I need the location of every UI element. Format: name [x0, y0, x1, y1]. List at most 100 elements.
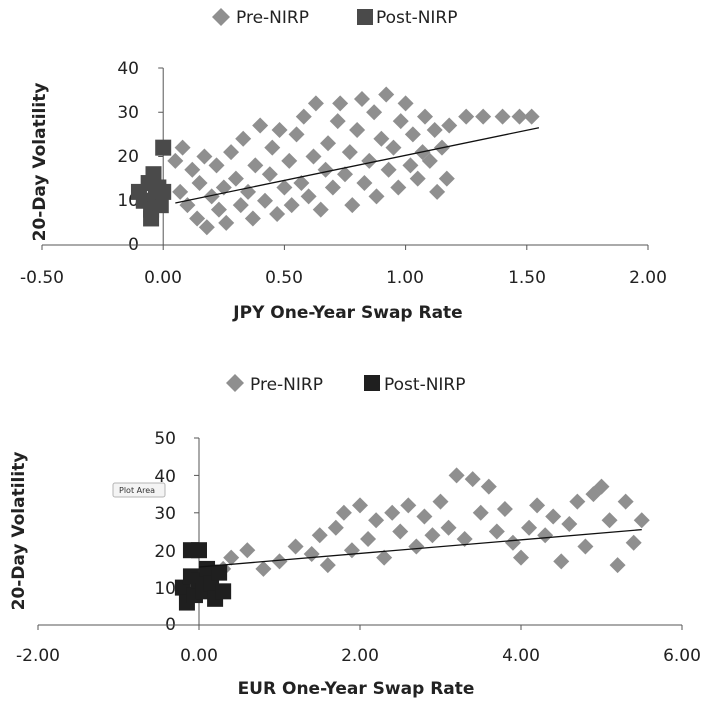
jpy-pre-nirp-point — [368, 188, 385, 205]
eur-pre-nirp-point — [352, 497, 368, 514]
eur-pre-nirp-point — [561, 516, 578, 533]
jpy-pre-nirp-point — [283, 197, 300, 214]
eur-pre-nirp-point — [545, 508, 562, 525]
jpy-y-tick-label: 30 — [117, 103, 139, 123]
jpy-pre-nirp-point — [341, 144, 358, 161]
jpy-post-nirp-point — [152, 197, 169, 214]
eur-pre-nirp-point — [376, 549, 393, 566]
jpy-pre-nirp-point — [404, 126, 421, 143]
eur-pre-nirp-point — [593, 478, 610, 495]
eur-pre-nirp-point — [392, 523, 409, 540]
jpy-y-axis-title: 20-Day Volatility — [30, 83, 50, 242]
jpy-pre-nirp-point — [329, 113, 346, 130]
eur-x-tick-labels: -2.00 0.00 2.00 4.00 6.00 — [16, 646, 701, 666]
eur-legend-pre-nirp-label: Pre-NIRP — [250, 375, 323, 395]
jpy-pre-nirp-point — [210, 201, 227, 218]
eur-pre-nirp-point — [496, 501, 513, 518]
eur-pre-nirp-point — [633, 512, 650, 529]
jpy-chart: Pre-NIRP Post-NIRP 20-Day Volatility JPY… — [20, 8, 667, 323]
eur-pre-nirp-point — [255, 560, 272, 577]
jpy-pre-nirp-point — [523, 108, 540, 125]
jpy-x-tick-label: 0.50 — [265, 268, 303, 288]
jpy-pre-nirp-point — [438, 170, 455, 187]
eur-pre-nirp-point — [319, 557, 336, 574]
eur-pre-nirp-point — [223, 549, 240, 566]
jpy-pre-nirp-point — [361, 152, 378, 169]
eur-pre-nirp-point — [311, 527, 328, 544]
eur-trendline — [198, 528, 642, 568]
jpy-pre-nirp-point — [380, 161, 397, 178]
jpy-pre-nirp-point — [235, 130, 252, 147]
jpy-legend-post-nirp-label: Post-NIRP — [376, 8, 458, 28]
jpy-pre-nirp-point — [269, 206, 286, 223]
eur-x-tick-label: 4.00 — [502, 646, 540, 666]
jpy-x-axis-title: JPY One-Year Swap Rate — [232, 303, 462, 323]
eur-pre-nirp-point — [335, 504, 352, 521]
eur-pre-nirp-point — [504, 534, 521, 551]
jpy-pre-nirp-point — [344, 197, 361, 214]
eur-pre-nirp-point — [303, 545, 320, 562]
eur-pre-nirp-point — [271, 553, 288, 570]
eur-pre-nirp-point — [480, 478, 497, 495]
eur-pre-nirp-point — [432, 493, 449, 510]
jpy-pre-nirp-point — [441, 117, 458, 134]
eur-pre-nirp-point — [368, 512, 385, 529]
eur-pre-nirp-point — [456, 530, 473, 547]
jpy-pre-nirp-point — [475, 108, 492, 125]
eur-x-tick-label: 6.00 — [663, 646, 701, 666]
jpy-pre-nirp-point — [356, 175, 373, 192]
plot-area-tooltip-box — [112, 482, 166, 498]
jpy-pre-nirp-point — [397, 95, 414, 112]
jpy-pre-nirp-point — [511, 108, 528, 125]
eur-pre-nirp-point — [464, 471, 481, 488]
jpy-pre-nirp-point — [196, 148, 213, 165]
jpy-pre-nirp-point — [421, 152, 438, 169]
jpy-x-tick-label: -0.50 — [20, 268, 64, 288]
jpy-y-tick-label: 20 — [117, 147, 139, 167]
eur-post-nirp-point — [199, 560, 216, 577]
jpy-y-tick-label: 40 — [117, 59, 139, 79]
jpy-pre-nirp-point — [252, 117, 269, 134]
jpy-pre-nirp-point — [240, 183, 257, 200]
eur-legend-post-nirp-marker — [364, 375, 380, 391]
jpy-pre-nirp-point — [385, 139, 402, 156]
jpy-pre-nirp-point — [494, 108, 511, 125]
jpy-points — [130, 86, 540, 236]
jpy-x-tick-label: 1.50 — [508, 268, 546, 288]
plot-area-tooltip: Plot Area — [112, 482, 166, 498]
plot-area-tooltip-label: Plot Area — [119, 486, 155, 495]
eur-pre-nirp-point — [448, 467, 465, 484]
jpy-pre-nirp-point — [223, 144, 240, 161]
jpy-pre-nirp-point — [276, 179, 293, 196]
eur-pre-nirp-point — [360, 530, 377, 547]
eur-legend-pre-nirp-marker — [226, 374, 244, 392]
jpy-pre-nirp-point — [198, 219, 215, 236]
jpy-post-nirp-point — [145, 166, 162, 183]
eur-post-nirp-point — [215, 583, 232, 600]
eur-pre-nirp-point — [537, 527, 554, 544]
jpy-y-tick-labels: 0 10 20 30 40 — [117, 59, 139, 255]
eur-trendline-group — [198, 528, 642, 568]
jpy-trendline-group — [175, 127, 540, 204]
eur-pre-nirp-point — [609, 557, 626, 574]
jpy-pre-nirp-point — [300, 188, 317, 205]
jpy-x-tick-label: 2.00 — [629, 268, 667, 288]
jpy-pre-nirp-point — [167, 152, 184, 169]
jpy-pre-nirp-point — [208, 157, 225, 174]
jpy-pre-nirp-point — [227, 170, 244, 187]
eur-pre-nirp-point — [569, 493, 586, 510]
eur-legend: Pre-NIRP Post-NIRP — [226, 374, 466, 395]
jpy-pre-nirp-point — [320, 135, 337, 152]
eur-pre-nirp-point — [617, 493, 634, 510]
jpy-x-tick-label: 0.00 — [144, 268, 182, 288]
jpy-post-nirp-point — [143, 210, 160, 227]
jpy-pre-nirp-point — [426, 121, 443, 138]
jpy-pre-nirp-point — [353, 90, 370, 107]
jpy-pre-nirp-point — [366, 104, 383, 121]
eur-pre-nirp-point — [625, 534, 642, 551]
eur-post-nirp-point — [191, 542, 207, 559]
eur-y-tick-label: 10 — [154, 579, 176, 599]
eur-pre-nirp-point — [513, 549, 529, 566]
